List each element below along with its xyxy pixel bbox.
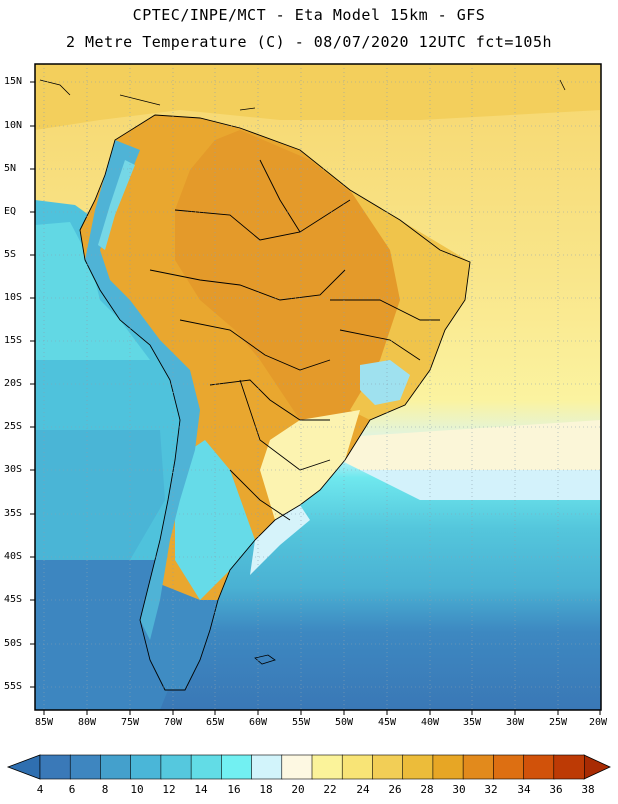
lon-label: 30W (505, 717, 525, 728)
lat-label: 55S (4, 681, 23, 692)
southeast-highlands (360, 360, 410, 405)
colorbar-label: 10 (130, 783, 144, 796)
map-frame (34, 63, 602, 711)
lat-label: 10N (4, 120, 23, 131)
lon-label: 50W (334, 717, 354, 728)
lon-label: 80W (77, 717, 97, 728)
colorbar-label: 32 (484, 783, 498, 796)
colorbar-label: 28 (420, 783, 434, 796)
amazon-interior-hot (175, 130, 450, 420)
colorbar-swatch (341, 754, 374, 780)
colorbar-swatch (69, 754, 102, 780)
colorbar-label: 20 (291, 783, 305, 796)
lat-label: 35S (4, 508, 23, 519)
andes-cold-strip (85, 140, 200, 640)
colorbar-label: 14 (194, 783, 208, 796)
colorbar-label: 36 (549, 783, 563, 796)
colorbar-label: 4 (36, 783, 44, 796)
colorbar-label: 34 (517, 783, 531, 796)
colorbar-label: 24 (356, 783, 370, 796)
lat-label: 5S (4, 249, 17, 260)
colorbar-swatch (160, 754, 192, 780)
colorbar-label: 30 (452, 783, 466, 796)
colorbar-label: 8 (101, 783, 109, 796)
caribbean-islands (39, 79, 566, 111)
lon-label: 35W (462, 717, 482, 728)
southern-brazil-mild (260, 410, 360, 520)
colombian-andes (98, 160, 135, 250)
colorbar-swatch (553, 754, 585, 780)
lat-label: 40S (4, 551, 23, 562)
lat-label: 30S (4, 464, 23, 475)
lon-label: 25W (548, 717, 568, 728)
lat-label: 10S (4, 292, 23, 303)
subtropical-pale-band (300, 420, 601, 480)
title-line-1: CPTEC/INPE/MCT - Eta Model 15km - GFS (132, 6, 486, 24)
colorbar-swatch (432, 754, 464, 780)
lon-label: 65W (205, 717, 225, 728)
lat-label: 15N (4, 76, 23, 87)
lat-label: EQ (4, 206, 17, 217)
colorbar-label: 12 (162, 783, 176, 796)
caribbean-warm-zone (35, 64, 601, 130)
rio-de-la-plata-cool (250, 505, 310, 575)
colorbar-swatch (221, 754, 253, 780)
colorbar-label: 26 (388, 783, 402, 796)
pacific-coastal-band (35, 222, 150, 360)
colorbar-swatch (251, 754, 283, 780)
colorbar-swatch (523, 754, 555, 780)
colorbar-swatch (462, 754, 495, 780)
lat-label: 15S (4, 335, 23, 346)
lon-label: 75W (120, 717, 140, 728)
title-line-2: 2 Metre Temperature (C) - 08/07/2020 12U… (65, 33, 553, 51)
colorbar-swatch (372, 754, 404, 780)
falkland-islands (254, 654, 276, 665)
colorbar-swatch (100, 754, 132, 780)
colorbar-label: 22 (323, 783, 337, 796)
lat-label: 5N (4, 163, 17, 174)
lon-label: 55W (291, 717, 311, 728)
colorbar-swatch (39, 754, 71, 780)
colorbar-label: 18 (259, 783, 273, 796)
lon-label: 60W (248, 717, 268, 728)
lon-label: 45W (377, 717, 397, 728)
lat-label: 45S (4, 594, 23, 605)
colorbar-swatch (130, 754, 162, 780)
colorbar-label: 38 (581, 783, 595, 796)
colorbar-swatch (493, 754, 525, 780)
subtropical-cool-band (360, 470, 601, 500)
lon-label: 40W (420, 717, 440, 728)
pacific-midlat-band (35, 430, 165, 560)
lat-label: 25S (4, 421, 23, 432)
axis-ticks (30, 81, 601, 715)
colorbar-swatch (190, 754, 223, 780)
lat-label: 20S (4, 378, 23, 389)
colorbar-label: 6 (68, 783, 76, 796)
lon-label: 70W (163, 717, 183, 728)
colorbar (6, 754, 611, 780)
colorbar-swatch (281, 754, 313, 780)
colorbar-swatch (311, 754, 343, 780)
colorbar-label: 16 (227, 783, 241, 796)
lat-label: 50S (4, 638, 23, 649)
colorbar-swatch (402, 754, 434, 780)
colorbar-high-arrow (583, 754, 611, 780)
lon-label: 20W (588, 717, 608, 728)
colorbar-low-arrow (6, 754, 41, 780)
lon-label: 85W (34, 717, 54, 728)
